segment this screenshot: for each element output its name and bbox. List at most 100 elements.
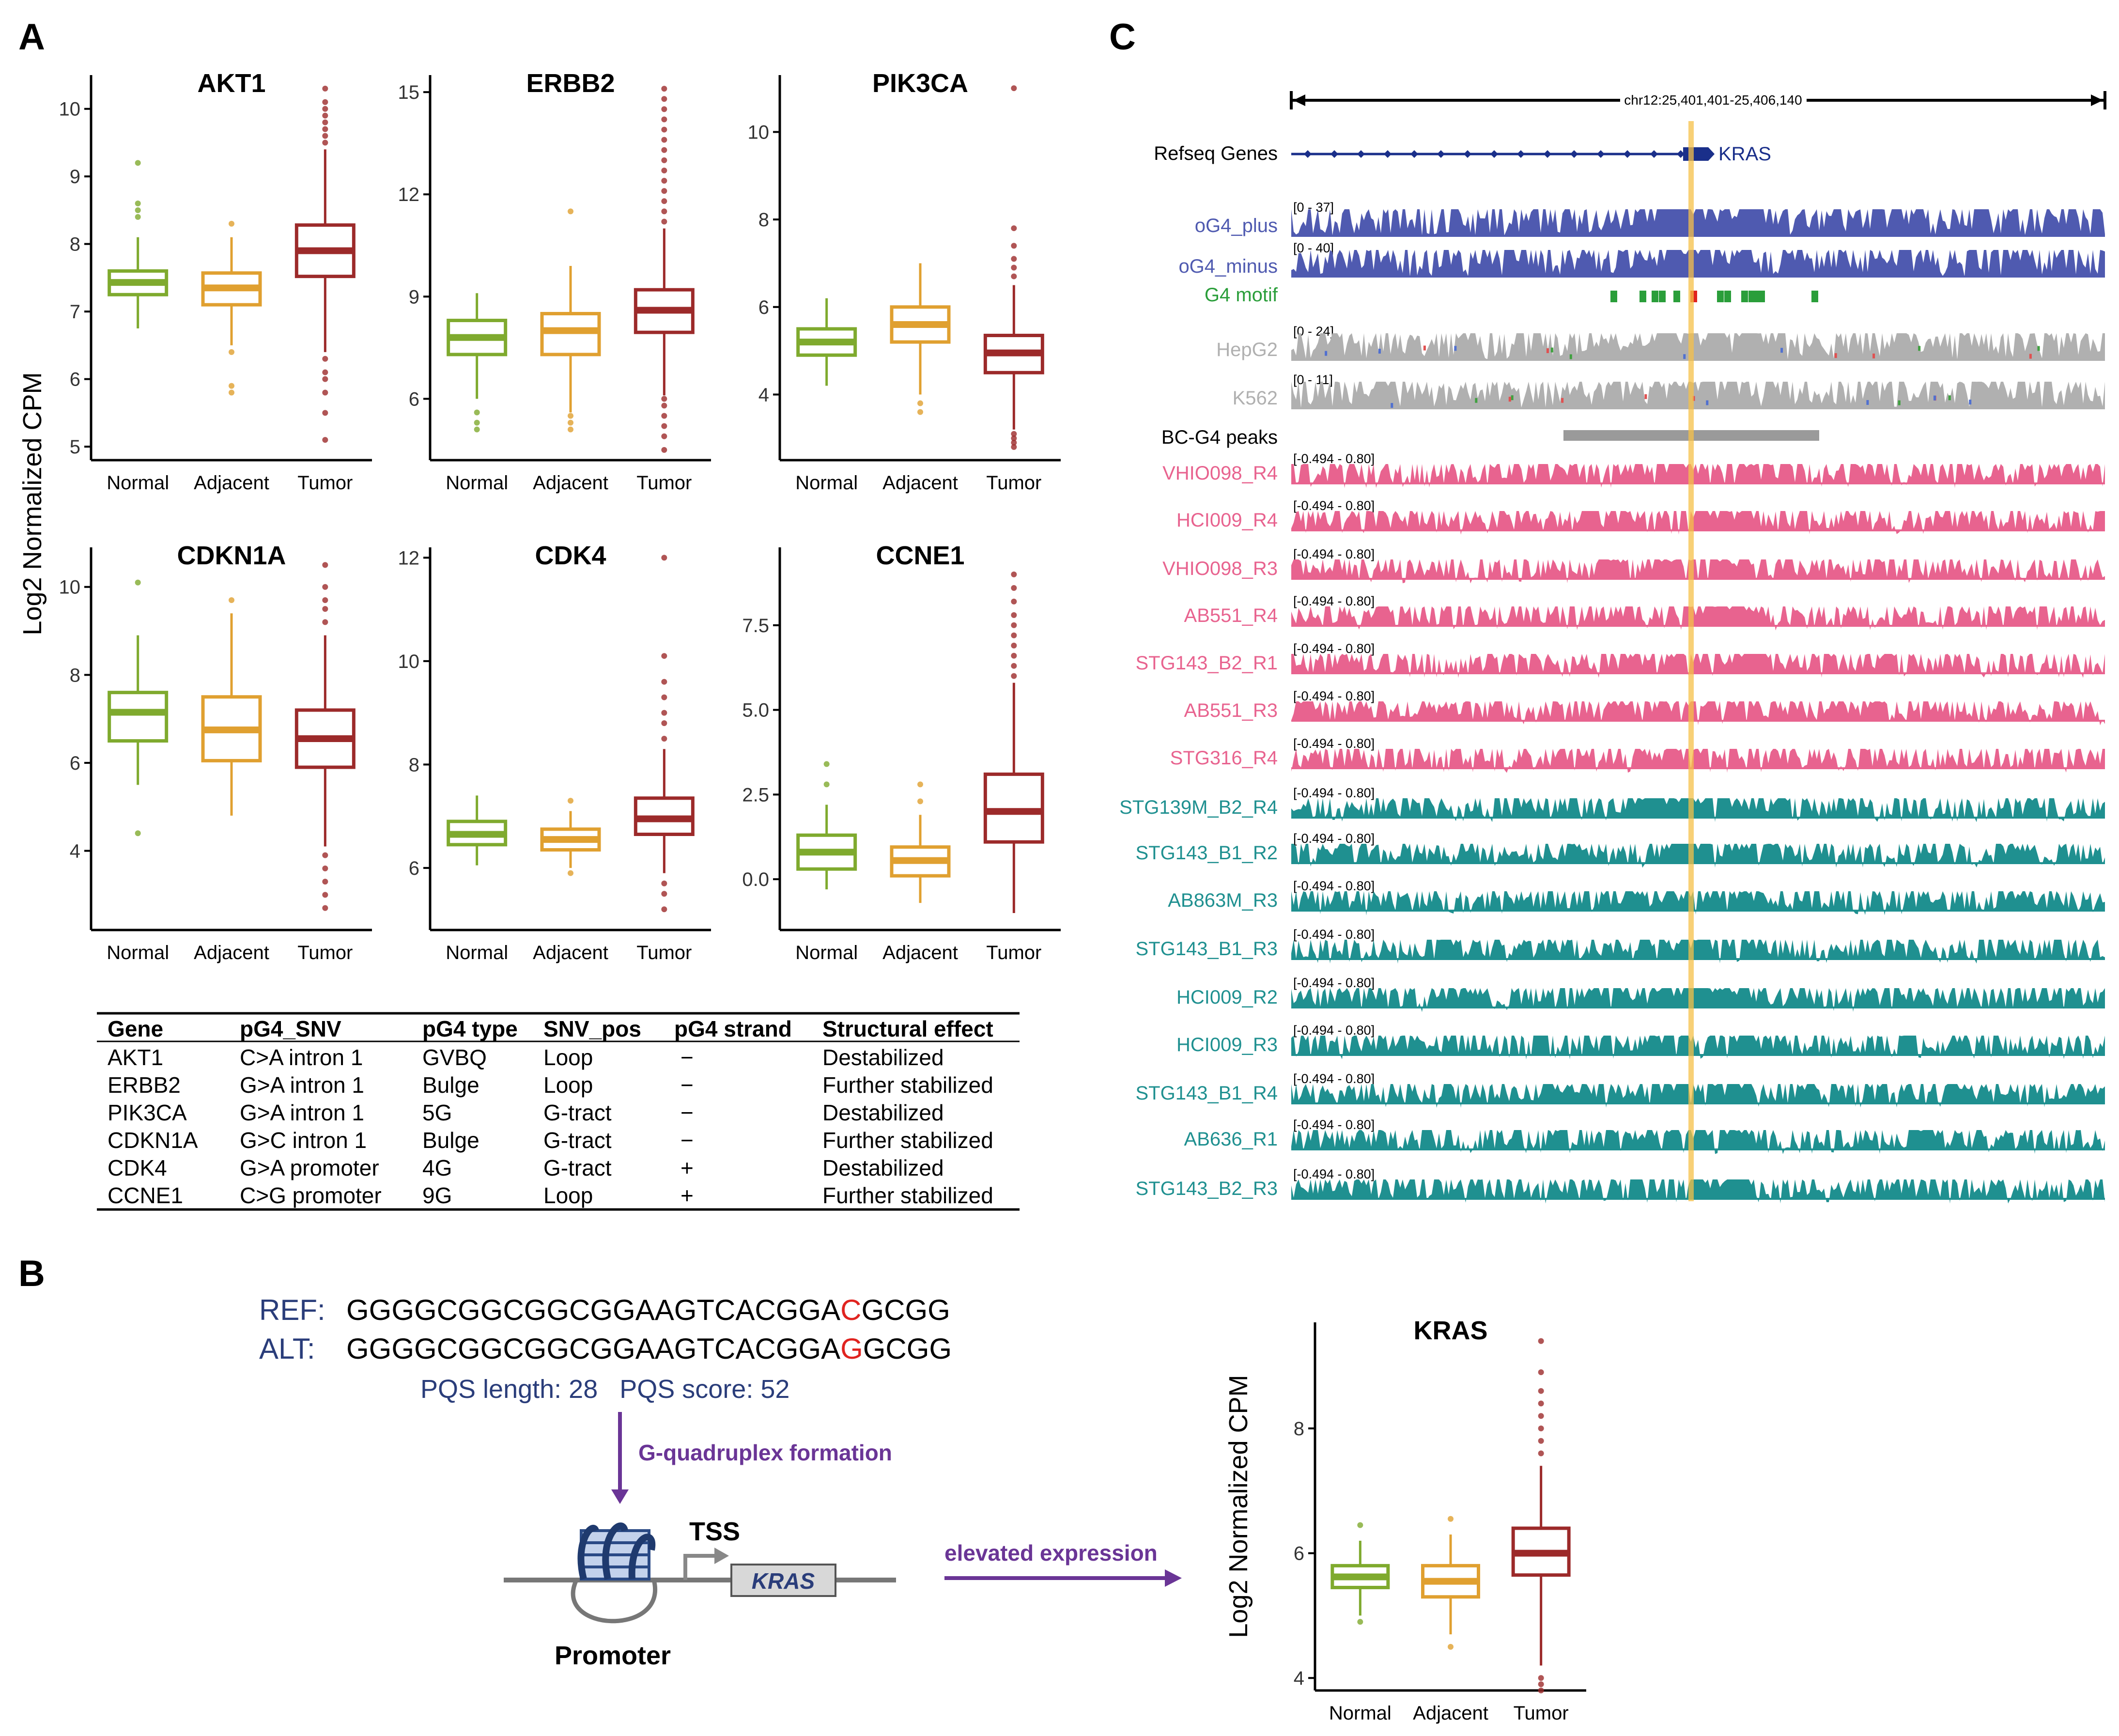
panel-label-a: A	[18, 16, 45, 58]
y-tick-label: 9	[409, 286, 419, 308]
outlier-point	[1011, 264, 1017, 271]
outlier-point	[474, 426, 480, 433]
outlier-point	[1538, 1438, 1544, 1444]
y-tick-label: 4	[758, 384, 769, 405]
outlier-point	[322, 892, 328, 898]
x-tick-label: Normal	[795, 942, 858, 963]
track-range: [0 - 40]	[1293, 241, 1334, 255]
y-tick-label: 6	[409, 388, 419, 410]
outlier-point	[661, 447, 667, 453]
refseq-arrow-tick	[1357, 150, 1365, 158]
variant-mark	[1550, 347, 1553, 353]
g4-motif-mark	[1758, 291, 1765, 302]
track-signal	[1291, 250, 2105, 277]
x-tick-label: Tumor	[986, 472, 1041, 494]
variant-mark	[1834, 353, 1837, 358]
variant-mark	[1454, 346, 1457, 351]
outlier-point	[322, 106, 328, 112]
g4-formation-arrow: G-quadruplex formation	[611, 1412, 892, 1504]
x-tick-label: Tumor	[636, 942, 692, 963]
outlier-point	[661, 679, 667, 685]
ref-seq-pre: GGGGCGGCGGCGGAAGTCACGGA	[346, 1294, 840, 1326]
outlier-point	[322, 99, 328, 105]
outlier-point	[917, 400, 923, 406]
y-tick-label: 8	[1294, 1418, 1304, 1440]
x-tick-label: Normal	[107, 942, 169, 963]
table-cell: −	[681, 1100, 694, 1125]
boxplot-cdkn1a: CDKN1A 4 6 8 10 Normal Adjacent Tumor	[59, 541, 372, 963]
outlier-point	[661, 720, 667, 726]
track-signal	[1291, 511, 2105, 535]
variant-mark	[1683, 354, 1686, 359]
table-cell: GVBQ	[422, 1045, 487, 1070]
variant-mark	[1780, 348, 1783, 353]
track-signal	[1291, 891, 2105, 915]
refseq-arrow-tick	[1384, 150, 1392, 158]
outlier-point	[1448, 1643, 1454, 1650]
sequence-block: REF: GGGGCGGCGGCGGAAGTCACGGACGCGG ALT: G…	[259, 1294, 952, 1404]
kras-gene-label: KRAS	[752, 1568, 815, 1594]
outlier-point	[1011, 642, 1017, 649]
x-tick-label: Normal	[795, 472, 858, 494]
track-range: [-0.494 - 0.80]	[1293, 1167, 1375, 1181]
refseq-arrow-tick	[1677, 150, 1685, 158]
table-cell: AKT1	[108, 1045, 163, 1070]
outlier-point	[661, 96, 667, 102]
variant-mark	[1866, 400, 1869, 405]
y-tick-label: 6	[70, 753, 80, 774]
outlier-point	[1011, 585, 1017, 591]
outlier-point	[229, 597, 234, 603]
pg4-snv-table: Gene pG4_SNV pG4 type SNV_pos pG4 strand Stru…	[97, 1012, 1020, 1211]
boxplot-erbb2: ERBB2 6 9 12 15 Normal Adjacent Tumor	[398, 69, 711, 494]
outlier-point	[661, 694, 667, 700]
outlier-point	[1011, 612, 1017, 618]
y-tick-label: 12	[398, 547, 420, 569]
elevated-expression-label: elevated expression	[944, 1540, 1158, 1566]
track-label: STG143_B1_R2	[1135, 842, 1278, 864]
track-label: STG143_B2_R1	[1135, 652, 1278, 674]
refseq-track: Refseq Genes KRAS	[1154, 143, 1771, 165]
variant-mark	[1423, 345, 1426, 351]
y-tick-label: 4	[70, 841, 80, 862]
x-tick-label: Tumor	[1514, 1703, 1569, 1724]
table-cell: G-tract	[543, 1155, 612, 1180]
table-cell: +	[681, 1155, 694, 1180]
track-stg143-b2-r1: STG143_B2_R1 [-0.494 - 0.80]	[1135, 641, 2105, 678]
table-header: pG4 strand	[674, 1016, 792, 1041]
snv-highlight	[1688, 121, 1694, 1201]
ref-label: REF:	[259, 1294, 325, 1326]
table-cell: Bulge	[422, 1072, 479, 1098]
track-range: [0 - 37]	[1293, 200, 1334, 215]
g4-motif-mark	[1652, 291, 1658, 302]
outlier-point	[661, 147, 667, 153]
y-tick-label: 10	[59, 99, 81, 120]
ref-seq-mutation: C	[840, 1294, 861, 1326]
outlier-point	[229, 220, 234, 227]
x-tick-label: Tumor	[986, 942, 1041, 963]
outlier-point	[1011, 435, 1017, 441]
track-vhio098-r4: VHIO098_R4 [-0.494 - 0.80]	[1162, 451, 2105, 488]
table-cell: Destabilized	[822, 1155, 944, 1180]
outlier-point	[1011, 243, 1017, 249]
table-cell: CCNE1	[108, 1183, 183, 1208]
outlier-point	[135, 214, 141, 220]
y-tick-label: 8	[409, 754, 419, 775]
table-cell: Destabilized	[822, 1045, 944, 1070]
variant-mark	[1872, 353, 1875, 358]
outlier-point	[322, 606, 328, 612]
track-label: oG4_minus	[1178, 256, 1278, 277]
outlier-point	[322, 356, 328, 362]
refseq-arrow-tick	[1544, 150, 1551, 158]
table-cell: G>C intron 1	[240, 1128, 367, 1153]
track-label: STG143_B2_R3	[1135, 1178, 1278, 1199]
track-range: [-0.494 - 0.80]	[1293, 879, 1375, 893]
table-cell: PIK3CA	[108, 1100, 187, 1125]
outlier-point	[322, 112, 328, 119]
y-tick-label: 6	[1294, 1543, 1304, 1565]
outlier-point	[135, 579, 141, 586]
kras-refseq-label: KRAS	[1718, 143, 1771, 165]
outlier-point	[661, 198, 667, 204]
track-signal	[1291, 654, 2105, 678]
track-range: [-0.494 - 0.80]	[1293, 1071, 1375, 1086]
outlier-point	[568, 419, 573, 426]
